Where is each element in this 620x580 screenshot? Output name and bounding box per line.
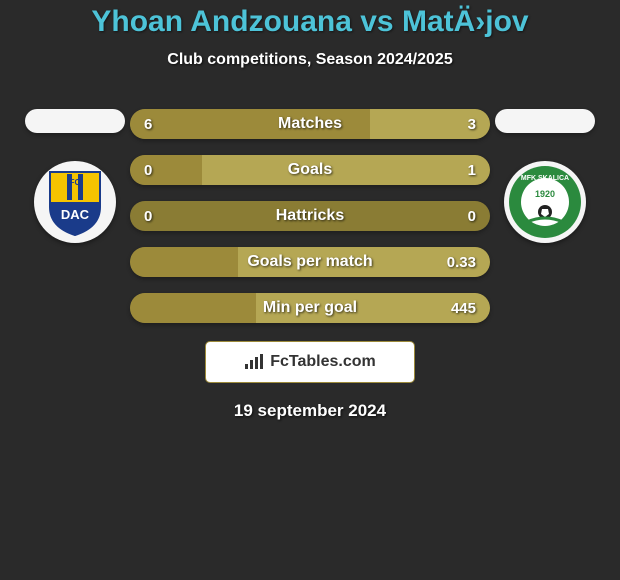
brand-badge[interactable]: FcTables.com [205,341,415,383]
team-left-badge: DAC FC [34,161,116,243]
stats-list: 6Matches30Goals10Hattricks0Goals per mat… [130,109,490,323]
stat-value-right: 1 [468,162,476,179]
stat-row: 0Goals1 [130,155,490,185]
chart-icon [244,354,264,370]
stat-value-right: 3 [468,116,476,133]
team-left-column: DAC FC [20,109,130,243]
comparison-panel: DAC FC 6Matches30Goals10Hattricks0Goals … [0,109,620,323]
team-right-badge: MFK SKALICA 1920 [504,161,586,243]
stat-label: Goals [130,161,490,179]
team-left-pill [25,109,125,133]
stat-row: Goals per match0.33 [130,247,490,277]
stat-value-right: 445 [451,300,476,317]
dac-logo-icon: DAC FC [45,167,105,237]
page-title: Yhoan Andzouana vs MatÄ›jov [0,5,620,39]
team-right-column: MFK SKALICA 1920 [490,109,600,243]
stat-row: 0Hattricks0 [130,201,490,231]
stat-label: Goals per match [130,253,490,271]
stat-value-right: 0.33 [447,254,476,271]
stat-label: Matches [130,115,490,133]
date-text: 19 september 2024 [0,401,620,421]
svg-text:DAC: DAC [61,207,90,222]
svg-text:FC: FC [70,178,81,187]
stat-label: Hattricks [130,207,490,225]
stat-value-right: 0 [468,208,476,225]
stat-row: 6Matches3 [130,109,490,139]
badge-year: 1920 [535,189,555,199]
team-right-pill [495,109,595,133]
stat-row: Min per goal445 [130,293,490,323]
brand-text: FcTables.com [270,353,376,371]
skalica-logo-icon: MFK SKALICA 1920 [507,164,583,240]
subtitle: Club competitions, Season 2024/2025 [0,51,620,69]
svg-text:MFK SKALICA: MFK SKALICA [521,175,569,182]
stat-label: Min per goal [130,299,490,317]
